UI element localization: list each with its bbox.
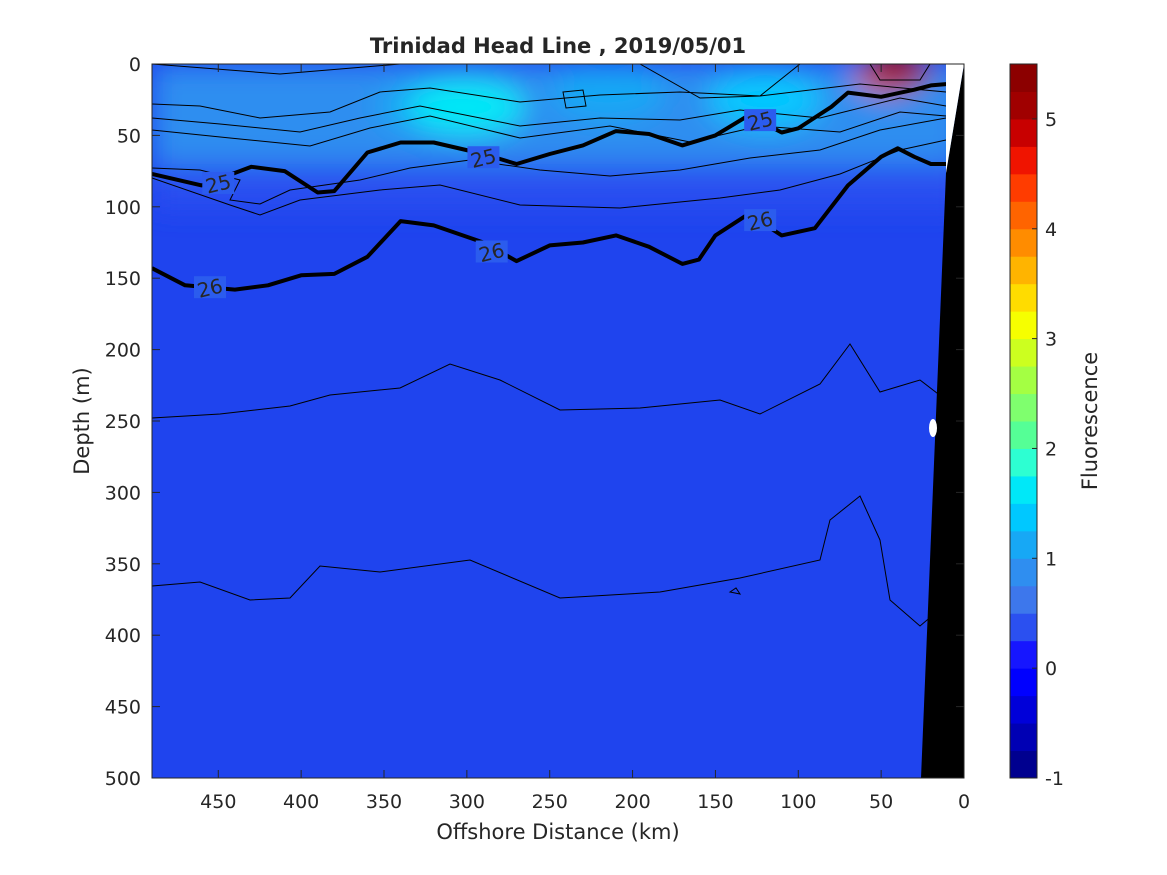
contour-label: 25	[468, 144, 499, 173]
x-tick-label: 150	[697, 791, 733, 813]
colorbar-tick-label: 4	[1045, 219, 1057, 241]
colorbar-tick-label: 2	[1045, 438, 1057, 460]
y-axis-label: Depth (m)	[70, 367, 94, 474]
colorbar-segment	[1010, 640, 1037, 669]
x-tick-label: 0	[958, 791, 970, 813]
no-data-region	[946, 64, 964, 173]
contour-label: 26	[476, 238, 507, 267]
y-tick-label: 250	[105, 411, 141, 433]
thin-contour	[152, 117, 947, 205]
colorbar-tick-label: -1	[1045, 768, 1064, 790]
colorbar-tick-label: 1	[1045, 548, 1057, 570]
thin-contour	[152, 495, 947, 627]
x-axis-label: Offshore Distance (km)	[436, 820, 679, 844]
y-tick-label: 450	[105, 697, 141, 719]
contour-label: 26	[195, 273, 226, 302]
colorbar-segment	[1010, 750, 1037, 779]
thin-contour	[152, 83, 947, 119]
x-tick-label: 100	[780, 791, 816, 813]
contour-label-bg	[467, 146, 500, 169]
colorbar-segment	[1010, 475, 1037, 504]
x-tick-label: 450	[200, 791, 236, 813]
field-patch	[176, 64, 293, 121]
field-patch	[549, 64, 666, 121]
colorbar-segment	[1010, 695, 1037, 724]
x-tick-label: 200	[614, 791, 650, 813]
y-tick-label: 0	[129, 54, 141, 76]
chart-title: Trinidad Head Line , 2019/05/01	[370, 34, 746, 58]
thin-contour	[152, 343, 947, 419]
seafloor-bathymetry	[921, 64, 964, 778]
contour-label: 26	[745, 206, 776, 235]
y-tick-label: 350	[105, 554, 141, 576]
contour-label-bg	[744, 109, 777, 132]
thin-contour	[152, 97, 947, 133]
colorbar-segment	[1010, 338, 1037, 367]
colorbar-segment	[1010, 366, 1037, 395]
colorbar-segment	[1010, 118, 1037, 147]
contour-labels: 25 25 25 26 26 26	[194, 106, 777, 303]
thin-contour-lines	[152, 64, 947, 627]
x-tick-label: 300	[449, 791, 485, 813]
y-tick-label: 50	[117, 125, 141, 147]
colorbar-segment	[1010, 91, 1037, 120]
colorbar-segment	[1010, 228, 1037, 257]
y-tick-label: 400	[105, 625, 141, 647]
isopycnal-contours	[152, 82, 948, 292]
y-tick-label: 500	[105, 768, 141, 790]
colorbar-segment	[1010, 503, 1037, 532]
x-tick-label: 400	[283, 791, 319, 813]
colorbar-frame	[1009, 63, 1038, 779]
colorbar-segment	[1010, 421, 1037, 449]
colorbar-tick-label: 0	[1045, 658, 1057, 680]
colorbar-segment	[1010, 530, 1037, 559]
contour-label: 25	[745, 106, 776, 135]
colorbar-segment	[1010, 393, 1037, 422]
x-axis: 450 400 350 300 250 200 150 100 50 0	[200, 64, 970, 813]
colorbar-tick-label: 5	[1045, 109, 1057, 131]
plot-area: 25 25 25 26 26 26	[151, 63, 965, 779]
x-tick-label: 250	[532, 791, 568, 813]
colorbar: -1 0 1 2 3 4 5	[1009, 63, 1064, 790]
thin-contour	[152, 64, 931, 595]
colorbar-segment	[1010, 448, 1037, 477]
contour-label-bg	[744, 209, 777, 232]
contour-label: 25	[203, 169, 234, 198]
y-tick-label: 100	[105, 197, 141, 219]
colorbar-segment	[1010, 613, 1037, 642]
thin-contour	[152, 139, 947, 216]
colorbar-segment	[1010, 256, 1037, 285]
field-patch	[707, 71, 824, 128]
thin-contour	[152, 111, 947, 147]
y-tick-label: 200	[105, 340, 141, 362]
x-tick-label: 50	[869, 791, 893, 813]
colorbar-tick-label: 3	[1045, 329, 1057, 351]
colorbar-segment	[1010, 558, 1037, 587]
x-tick-label: 350	[366, 791, 402, 813]
contour-label-bg	[475, 240, 508, 263]
colorbar-segment	[1010, 585, 1037, 614]
y-axis: 0 50 100 150 200 250 300 350 400 450 500	[105, 54, 964, 790]
colorbar-segment	[1010, 146, 1037, 175]
colorbar-segment	[1010, 283, 1037, 312]
isopycnal-26-line	[152, 146, 948, 292]
y-tick-label: 300	[105, 482, 141, 504]
isopycnal-25-line	[152, 82, 948, 195]
colorbar-segment	[1010, 201, 1037, 230]
fluorescence-field	[152, 64, 964, 207]
contour-label-bg	[202, 171, 235, 194]
colorbar-segment	[1010, 64, 1037, 92]
colorbar-segment	[1010, 668, 1037, 697]
colorbar-segment	[1010, 311, 1037, 340]
colorbar-segment	[1010, 173, 1037, 202]
y-tick-label: 150	[105, 268, 141, 290]
contour-label-bg	[194, 276, 226, 299]
colorbar-segment	[1010, 723, 1037, 752]
no-data-spot	[929, 419, 937, 437]
colorbar-label: Fluorescence	[1078, 352, 1102, 490]
